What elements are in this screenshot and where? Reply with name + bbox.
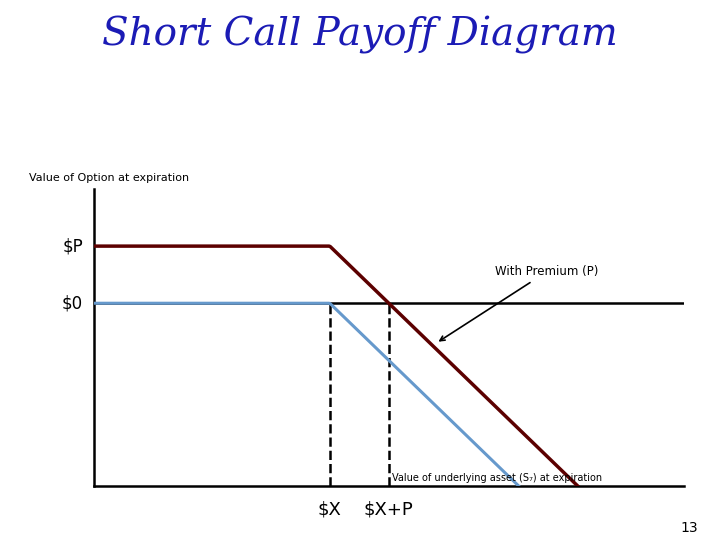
Text: With Premium (P): With Premium (P) [440,265,598,341]
Text: Short Call Payoff Diagram: Short Call Payoff Diagram [102,16,618,54]
Text: $0: $0 [62,294,83,312]
Text: 13: 13 [681,521,698,535]
Text: Value of underlying asset (S₇) at expiration: Value of underlying asset (S₇) at expira… [392,473,602,483]
Text: $X+P: $X+P [364,500,414,518]
Text: $P: $P [62,237,83,255]
Text: $X: $X [318,500,342,518]
Text: Value of Option at expiration: Value of Option at expiration [29,173,189,183]
